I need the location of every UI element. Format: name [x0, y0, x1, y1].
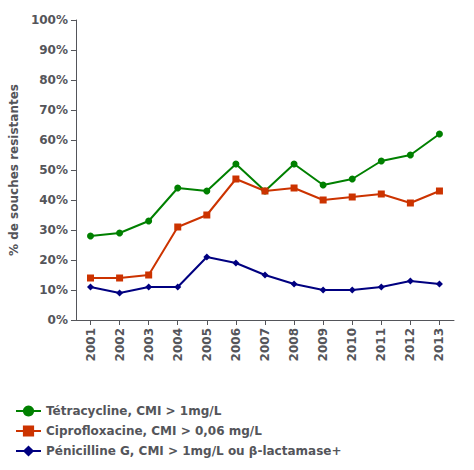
svg-text:2007: 2007	[258, 328, 272, 361]
svg-text:2004: 2004	[171, 328, 185, 361]
svg-text:2008: 2008	[287, 328, 301, 361]
svg-text:70%: 70%	[39, 103, 68, 117]
svg-text:10%: 10%	[39, 283, 68, 297]
svg-text:2012: 2012	[403, 328, 417, 361]
svg-text:90%: 90%	[39, 43, 68, 57]
svg-text:2002: 2002	[113, 328, 127, 361]
svg-text:50%: 50%	[39, 163, 68, 177]
svg-text:20%: 20%	[39, 253, 68, 267]
svg-text:2001: 2001	[84, 328, 98, 361]
svg-text:% de souches resistantes: % de souches resistantes	[7, 84, 21, 256]
svg-text:2010: 2010	[345, 328, 359, 361]
svg-text:Tétracycline, CMI > 1mg/L: Tétracycline, CMI > 1mg/L	[46, 404, 222, 418]
svg-text:60%: 60%	[39, 133, 68, 147]
svg-text:2003: 2003	[142, 328, 156, 361]
svg-text:2009: 2009	[316, 328, 330, 361]
svg-text:100%: 100%	[31, 13, 68, 27]
svg-text:2006: 2006	[229, 328, 243, 361]
svg-text:Pénicilline G, CMI > 1mg/L ou: Pénicilline G, CMI > 1mg/L ou β-lactamas…	[46, 444, 342, 458]
svg-text:80%: 80%	[39, 73, 68, 87]
svg-text:2011: 2011	[374, 328, 388, 361]
svg-text:30%: 30%	[39, 223, 68, 237]
svg-text:40%: 40%	[39, 193, 68, 207]
svg-text:0%: 0%	[48, 313, 68, 327]
svg-text:2005: 2005	[200, 328, 214, 361]
svg-text:Ciprofloxacine, CMI > 0,06 mg/: Ciprofloxacine, CMI > 0,06 mg/L	[46, 424, 262, 438]
svg-text:2013: 2013	[432, 328, 446, 361]
